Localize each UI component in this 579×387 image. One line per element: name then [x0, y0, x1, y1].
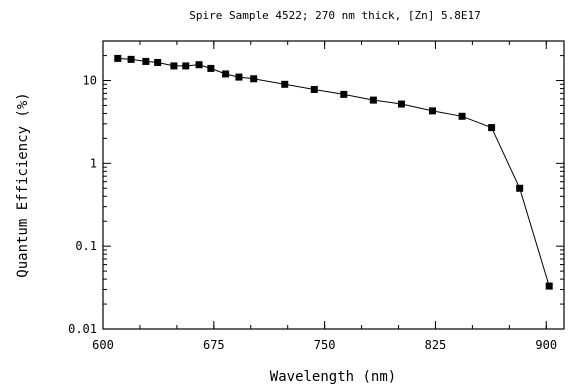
data-point: [397, 100, 405, 108]
x-tick-label: 750: [314, 338, 336, 352]
data-point: [369, 96, 377, 104]
data-point: [516, 184, 524, 192]
x-axis-label: Wavelength (nm): [270, 369, 396, 385]
data-point: [488, 124, 496, 132]
plot-frame: [102, 40, 565, 330]
data-point: [170, 62, 178, 70]
data-point: [250, 75, 258, 83]
data-point: [310, 85, 318, 93]
data-point: [428, 107, 436, 115]
data-point: [182, 62, 190, 70]
data-point: [235, 73, 243, 81]
x-tick-label: 600: [92, 338, 114, 352]
data-point: [545, 282, 553, 290]
data-point: [154, 59, 162, 67]
chart-title: Spire Sample 4522; 270 nm thick, [Zn] 5.…: [189, 9, 480, 22]
y-tick-label: 0.01: [68, 322, 97, 336]
data-point: [222, 70, 230, 78]
data-point: [281, 80, 289, 88]
x-tick-label: 900: [535, 338, 557, 352]
x-tick-label: 825: [425, 338, 447, 352]
x-tick-label: 675: [203, 338, 225, 352]
data-markers: [114, 54, 553, 290]
y-tick-label: 0.1: [75, 239, 97, 253]
data-point: [142, 57, 150, 65]
data-point: [195, 61, 203, 69]
data-point: [114, 54, 122, 62]
data-point: [340, 90, 348, 98]
series-line: [117, 57, 550, 287]
data-point: [207, 64, 215, 72]
y-tick-label: 1: [90, 156, 97, 170]
y-axis-label: Quantum Efficiency (%): [15, 92, 31, 277]
data-point: [458, 112, 466, 120]
y-axis: 0.01 0.1 1 10: [68, 55, 564, 336]
y-tick-label: 10: [83, 74, 97, 88]
x-axis: 600 675 750 825 900: [92, 41, 557, 352]
data-point: [127, 55, 135, 63]
